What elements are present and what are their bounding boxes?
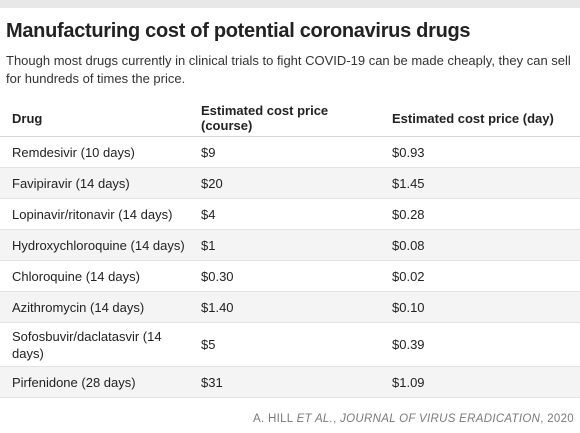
cell-drug: Pirfenidone (28 days) [0,366,188,398]
cell-day-cost: $0.39 [379,322,580,367]
table-body: Remdesivir (10 days) $9 $0.93 Favipiravi… [0,136,580,398]
cell-day-cost: $0.08 [379,229,580,261]
cell-drug: Hydroxychloroquine (14 days) [0,229,188,261]
source-year: , 2020 [540,413,574,425]
table-row: Chloroquine (14 days) $0.30 $0.02 [0,260,580,292]
table-row: Sofosbuvir/daclatasvir (14 days) $5 $0.3… [0,322,580,367]
cell-drug: Sofosbuvir/daclatasvir (14 days) [0,322,188,367]
column-header-course-cost: Estimated cost price (course) [188,100,379,137]
cell-day-cost: $0.93 [379,136,580,168]
table-header: Drug Estimated cost price (course) Estim… [0,100,580,137]
source-separator: , [333,413,341,425]
cell-day-cost: $0.10 [379,291,580,323]
cell-course-cost: $0.30 [188,260,379,292]
cost-table: Drug Estimated cost price (course) Estim… [0,100,580,398]
cell-drug: Lopinavir/ritonavir (14 days) [0,198,188,230]
table-row: Lopinavir/ritonavir (14 days) $4 $0.28 [0,198,580,230]
source-etal: ET AL. [296,413,334,425]
column-header-drug: Drug [0,100,188,137]
source-credit: A. HILL ET AL., JOURNAL OF VIRUS ERADICA… [253,413,574,425]
column-header-day-cost: Estimated cost price (day) [379,100,580,137]
table-row: Hydroxychloroquine (14 days) $1 $0.08 [0,229,580,261]
cell-drug: Azithromycin (14 days) [0,291,188,323]
table-row: Favipiravir (14 days) $20 $1.45 [0,167,580,199]
cell-course-cost: $1.40 [188,291,379,323]
cell-day-cost: $0.28 [379,198,580,230]
cell-drug: Remdesivir (10 days) [0,136,188,168]
cell-drug: Favipiravir (14 days) [0,167,188,199]
cell-course-cost: $20 [188,167,379,199]
chart-title: Manufacturing cost of potential coronavi… [6,20,471,42]
cell-course-cost: $4 [188,198,379,230]
table-row: Azithromycin (14 days) $1.40 $0.10 [0,291,580,323]
cell-course-cost: $31 [188,366,379,398]
chart-subtitle: Though most drugs currently in clinical … [6,53,571,86]
cell-day-cost: $0.02 [379,260,580,292]
source-journal: JOURNAL OF VIRUS ERADICATION [340,413,541,425]
cell-day-cost: $1.45 [379,167,580,199]
cell-course-cost: $9 [188,136,379,168]
top-rule [0,0,580,8]
cell-course-cost: $5 [188,322,379,367]
source-prefix: A. HILL [253,413,297,425]
table-row: Pirfenidone (28 days) $31 $1.09 [0,366,580,398]
cell-day-cost: $1.09 [379,366,580,398]
table-row: Remdesivir (10 days) $9 $0.93 [0,136,580,168]
header-row: Drug Estimated cost price (course) Estim… [0,100,580,137]
cell-drug: Chloroquine (14 days) [0,260,188,292]
cell-course-cost: $1 [188,229,379,261]
